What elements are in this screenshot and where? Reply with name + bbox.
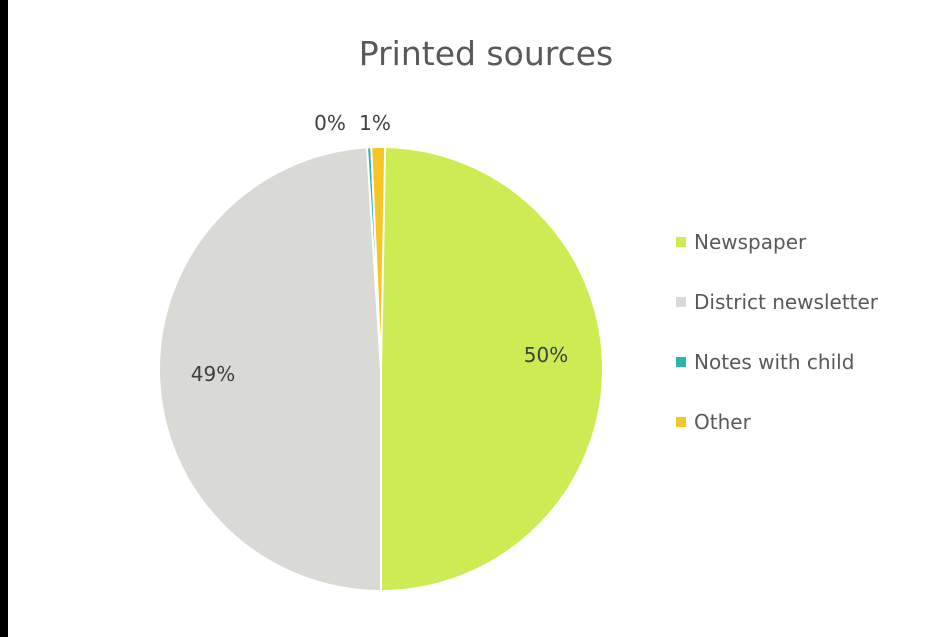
- data-label-newspaper: 50%: [524, 343, 568, 367]
- data-label-district-newsletter: 49%: [191, 362, 235, 386]
- legend-item-notes-with-child: Notes with child: [676, 347, 854, 377]
- legend-label: Newspaper: [694, 230, 807, 254]
- legend-swatch: [676, 237, 686, 247]
- legend-item-other: Other: [676, 407, 751, 437]
- chart-title: Printed sources: [358, 34, 614, 73]
- legend-swatch: [676, 417, 686, 427]
- data-label-notes-with-child: 0%: [314, 111, 346, 135]
- legend-label: Notes with child: [694, 350, 855, 374]
- pie-slice-other: [370, 146, 387, 370]
- legend-label: District newsletter: [694, 290, 879, 314]
- legend-item-district-newsletter: District newsletter: [676, 287, 878, 317]
- legend-swatch: [676, 297, 686, 307]
- legend-label: Other: [694, 410, 751, 434]
- legend-item-newspaper: Newspaper: [676, 227, 806, 257]
- pie-slice-newspaper: [380, 145, 604, 593]
- legend-swatch: [676, 357, 686, 367]
- data-label-other: 1%: [359, 111, 391, 135]
- pie-slice-district-newsletter: [158, 146, 382, 593]
